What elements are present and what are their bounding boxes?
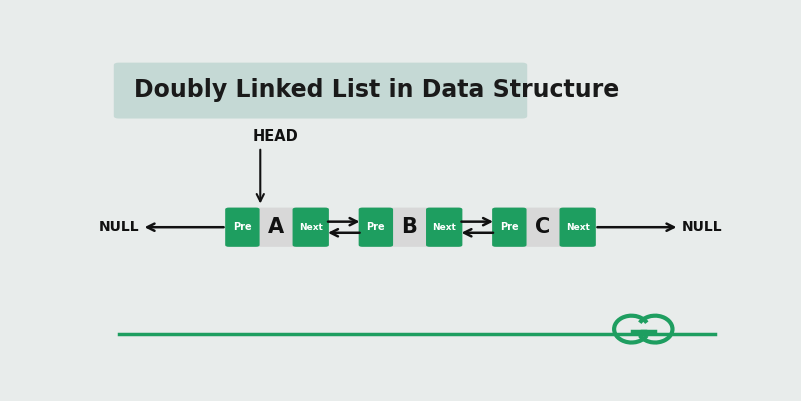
FancyBboxPatch shape (225, 208, 329, 247)
Text: Next: Next (566, 223, 590, 232)
Text: A: A (268, 217, 284, 237)
FancyBboxPatch shape (359, 208, 462, 247)
Text: HEAD: HEAD (252, 129, 298, 144)
FancyBboxPatch shape (559, 208, 596, 247)
Text: Pre: Pre (233, 222, 252, 232)
Text: Next: Next (433, 223, 456, 232)
Text: Next: Next (299, 223, 323, 232)
FancyBboxPatch shape (359, 208, 393, 247)
FancyBboxPatch shape (492, 208, 526, 247)
Text: B: B (401, 217, 417, 237)
Text: Doubly Linked List in Data Structure: Doubly Linked List in Data Structure (135, 79, 619, 102)
Text: NULL: NULL (682, 220, 723, 234)
Text: NULL: NULL (99, 220, 139, 234)
FancyBboxPatch shape (492, 208, 596, 247)
FancyBboxPatch shape (292, 208, 329, 247)
Text: C: C (535, 217, 550, 237)
FancyBboxPatch shape (114, 63, 527, 119)
Text: Pre: Pre (500, 222, 519, 232)
Text: Pre: Pre (367, 222, 385, 232)
FancyBboxPatch shape (225, 208, 260, 247)
FancyBboxPatch shape (426, 208, 462, 247)
